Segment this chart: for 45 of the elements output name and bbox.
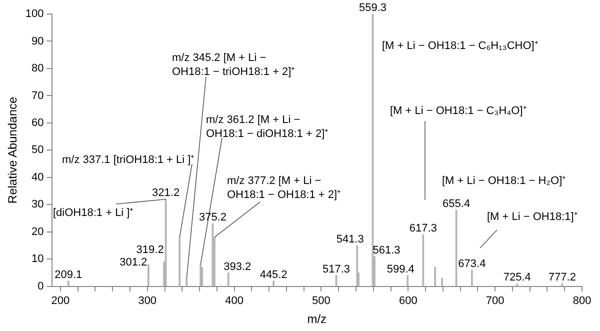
x-tick-label: 600 (398, 295, 418, 308)
annotation: m/z 345.2 [M + Li − OH18:1 − triOH18:1 + 2]⁺ (172, 52, 296, 78)
y-tick-label: 40 (32, 171, 44, 184)
annotation: [M + Li − OH18:1 − C₆H₁₃CHO]⁺ (382, 40, 538, 52)
annotation: 725.4 (503, 272, 531, 284)
annotation: 617.3 (409, 222, 437, 235)
annotation: [M + Li − OH18:1 − C₃H₄O]⁺ (390, 105, 527, 117)
y-tick-label: 100 (25, 8, 44, 20)
y-tick-label: 20 (32, 226, 44, 238)
x-tick-label: 300 (138, 295, 157, 308)
x-tick-label: 200 (51, 295, 70, 308)
y-tick-label: 30 (32, 198, 44, 211)
annotation: 777.2 (548, 272, 576, 284)
y-tick-label: 90 (32, 35, 44, 48)
y-tick-label: 60 (32, 116, 44, 129)
y-tick-label: 80 (32, 62, 44, 75)
annotation: m/z 361.2 [M + Li − OH18:1 − diOH18:1 + 2]⁺ (206, 114, 329, 140)
annotation: m/z 377.2 [M + Li − OH18:1 − OH18:1 + 2]⁺ (227, 175, 342, 201)
x-tick-label: 500 (312, 295, 330, 308)
annotation: 561.3 (372, 244, 400, 256)
annotation: 321.2 (152, 187, 180, 200)
x-tick-label: 700 (486, 295, 504, 308)
y-axis-title: Relative Abundance (6, 96, 20, 204)
y-tick-label: 50 (32, 144, 44, 156)
annotation: 655.4 (442, 198, 470, 210)
x-tick-label: 400 (225, 295, 244, 308)
annotation: 209.1 (54, 268, 82, 281)
x-tick-label: 800 (572, 295, 592, 308)
annotation: m/z 337.1 [triOH18:1 + Li ]⁺ (62, 154, 195, 166)
annotation: 393.2 (224, 260, 252, 273)
y-tick-label: 10 (32, 253, 44, 266)
y-tick-label: 70 (32, 90, 44, 102)
annotation: 445.2 (260, 268, 288, 281)
annotation: 559.3 (359, 2, 387, 14)
annotation: 319.2 (136, 244, 164, 256)
annotation: 599.4 (386, 264, 414, 276)
annotation: 541.3 (336, 234, 364, 246)
annotation: 673.4 (458, 258, 486, 270)
annotation: [diOH18:1 + Li ]⁺ (53, 207, 134, 219)
y-tick-label: 0 (38, 280, 44, 292)
annotation: [M + Li − OH18:1 − H₂O]⁺ (442, 175, 566, 187)
annotation: 301.2 (120, 256, 148, 269)
annotation: 517.3 (322, 264, 350, 276)
annotation: [M + Li − OH18:1]⁺ (487, 211, 578, 223)
x-axis-title: m/z (307, 312, 327, 326)
